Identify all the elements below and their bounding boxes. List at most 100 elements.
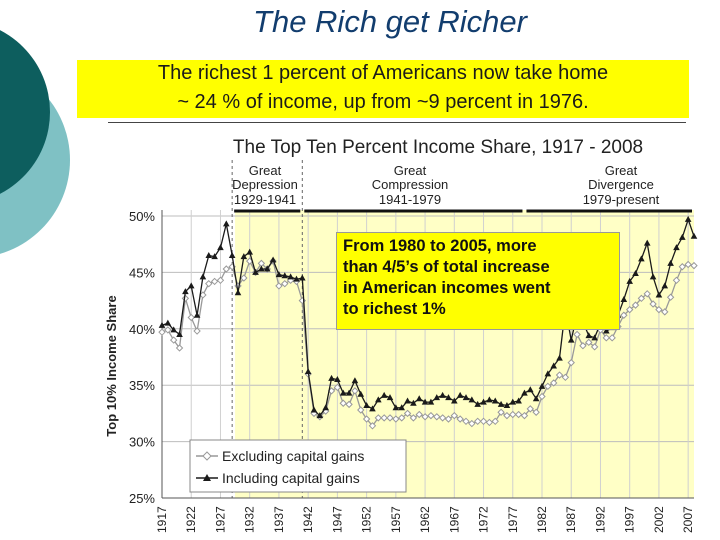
period-name-label: Compression	[372, 177, 449, 192]
series-point	[205, 279, 213, 288]
series-point	[223, 220, 230, 227]
series-point	[304, 368, 312, 375]
series-point	[415, 410, 423, 419]
x-tick-label: 1987	[564, 506, 578, 533]
series-point	[169, 336, 178, 344]
series-point	[462, 417, 470, 426]
x-tick-label: 1937	[272, 506, 286, 533]
legend-label: Excluding capital gains	[222, 448, 364, 464]
series-point	[164, 319, 172, 326]
series-point	[497, 400, 505, 407]
series-point	[380, 414, 388, 422]
series-point	[211, 253, 218, 260]
divider-rule	[108, 122, 686, 123]
series-point	[550, 362, 557, 369]
series-point	[398, 404, 405, 411]
series-point	[509, 398, 517, 405]
series-point	[538, 382, 546, 389]
series-point	[445, 394, 452, 401]
series-point	[334, 376, 341, 383]
series-point	[187, 313, 195, 322]
series-point	[357, 406, 365, 414]
series-point	[339, 399, 347, 407]
series-point	[380, 391, 388, 398]
series-point	[473, 417, 482, 426]
series-point	[480, 398, 487, 405]
series-point	[602, 334, 611, 342]
series-point	[479, 417, 488, 426]
series-point	[234, 289, 242, 296]
series-point	[673, 244, 680, 251]
series-point	[521, 389, 528, 396]
series-point	[222, 265, 231, 273]
series-point	[690, 261, 698, 270]
series-point	[667, 259, 674, 266]
x-tick-label: 1952	[360, 506, 374, 533]
legend-label: Including capital gains	[222, 470, 360, 486]
period-name-label: Depression	[232, 177, 298, 192]
x-tick-label: 1917	[155, 506, 169, 533]
series-point	[433, 413, 441, 421]
series-point	[485, 418, 494, 427]
series-point	[322, 404, 329, 411]
series-point	[252, 268, 259, 275]
series-point	[187, 282, 195, 289]
series-point	[532, 408, 540, 416]
series-point	[661, 308, 669, 316]
series-point	[392, 415, 400, 423]
callout-line-4: to richest 1%	[343, 300, 446, 318]
series-point	[661, 282, 669, 289]
series-point	[281, 279, 289, 288]
series-point	[339, 389, 347, 396]
theme-decoration	[0, 30, 70, 254]
series-point	[281, 272, 289, 279]
series-point	[158, 328, 166, 336]
y-tick-label: 50%	[129, 209, 155, 224]
series-point	[217, 244, 224, 251]
series-point	[655, 305, 663, 314]
series-point	[386, 414, 394, 422]
x-tick-label: 2002	[652, 506, 666, 533]
x-tick-label: 1932	[243, 506, 257, 533]
series-point	[199, 273, 207, 280]
series-point	[649, 273, 657, 280]
series-point	[514, 410, 523, 419]
series-point	[573, 330, 581, 339]
series-point	[585, 332, 593, 339]
series-point	[503, 402, 511, 409]
x-tick-label: 1922	[184, 506, 198, 533]
series-point	[451, 397, 458, 404]
series-point	[625, 305, 634, 314]
series-point	[497, 408, 505, 416]
series-point	[526, 405, 535, 413]
series-point	[205, 251, 213, 258]
series-point	[503, 411, 511, 420]
series-point	[491, 417, 499, 426]
series-point	[438, 414, 447, 422]
series-point	[579, 342, 587, 350]
legend-box	[189, 439, 407, 493]
series-point	[462, 394, 470, 401]
series-point	[491, 397, 499, 404]
legend-marker	[202, 451, 212, 461]
subtitle-line-1: The richest 1 percent of Americans now t…	[157, 62, 609, 84]
series-point	[468, 419, 476, 428]
series-point	[556, 354, 563, 361]
series-point	[287, 273, 294, 280]
series-point	[456, 415, 464, 423]
series-point	[374, 414, 383, 422]
y-tick-label: 30%	[129, 435, 155, 450]
x-tick-label: 1982	[535, 506, 549, 533]
series-point	[527, 386, 534, 393]
series-point	[375, 396, 382, 403]
period-name-label: Great	[394, 163, 427, 178]
series-point	[555, 371, 564, 379]
series-point	[240, 253, 248, 260]
series-point	[362, 415, 371, 423]
series-point	[263, 265, 271, 272]
series-point	[544, 382, 552, 391]
series-point	[608, 334, 616, 342]
series-point	[170, 326, 177, 333]
series-point	[175, 344, 184, 352]
series-point	[626, 277, 633, 284]
